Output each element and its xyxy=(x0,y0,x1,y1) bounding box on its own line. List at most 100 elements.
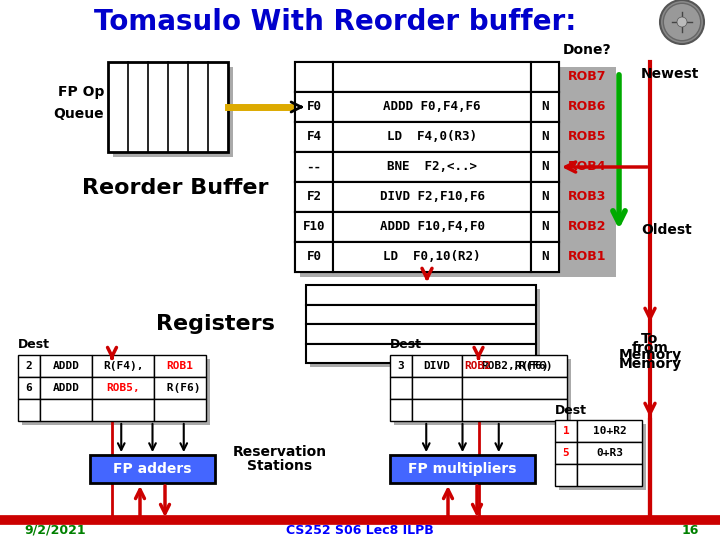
Bar xyxy=(18,355,40,377)
Bar xyxy=(22,359,210,425)
Text: ROB1: ROB1 xyxy=(166,361,194,371)
Text: Dest: Dest xyxy=(555,403,587,416)
Text: from
Memory: from Memory xyxy=(618,341,682,371)
Bar xyxy=(295,212,559,242)
Bar xyxy=(577,442,642,464)
Bar xyxy=(295,242,333,272)
Text: LD  F0,10(R2): LD F0,10(R2) xyxy=(383,251,481,264)
Text: N: N xyxy=(541,131,549,144)
Bar xyxy=(412,377,462,399)
Bar xyxy=(154,399,206,421)
Bar xyxy=(92,399,154,421)
Bar xyxy=(295,152,333,182)
Bar xyxy=(559,424,646,490)
Text: FP Op: FP Op xyxy=(58,85,104,99)
Circle shape xyxy=(663,3,701,40)
Bar xyxy=(40,377,92,399)
Text: Stations: Stations xyxy=(248,459,312,473)
Text: ,R(F6): ,R(F6) xyxy=(512,361,552,371)
Bar xyxy=(18,377,40,399)
Bar xyxy=(333,242,531,272)
Bar xyxy=(390,399,412,421)
Circle shape xyxy=(660,0,704,44)
Text: 2: 2 xyxy=(26,361,32,371)
Bar xyxy=(333,62,531,92)
Bar xyxy=(295,92,333,122)
Circle shape xyxy=(677,17,687,27)
Bar xyxy=(531,152,559,182)
Text: ROB3: ROB3 xyxy=(568,191,606,204)
Bar xyxy=(154,377,206,399)
Text: CS252 S06 Lec8 ILPB: CS252 S06 Lec8 ILPB xyxy=(286,523,434,537)
Text: 16: 16 xyxy=(681,523,698,537)
Bar xyxy=(462,355,567,377)
Text: --: -- xyxy=(307,160,322,173)
Text: F0: F0 xyxy=(307,251,322,264)
Bar xyxy=(333,152,531,182)
Text: N: N xyxy=(541,191,549,204)
Bar xyxy=(113,67,233,157)
Text: ADDD F10,F4,F0: ADDD F10,F4,F0 xyxy=(379,220,485,233)
Bar xyxy=(390,455,535,483)
Text: Queue: Queue xyxy=(53,107,104,121)
Bar xyxy=(531,92,559,122)
Bar xyxy=(300,67,616,277)
Bar xyxy=(306,324,536,343)
Text: ROB2: ROB2 xyxy=(464,361,492,371)
Bar xyxy=(462,377,567,399)
Bar xyxy=(531,242,559,272)
Text: N: N xyxy=(541,220,549,233)
Text: R(F6): R(F6) xyxy=(160,383,200,393)
Text: Dest: Dest xyxy=(18,339,50,352)
Text: R(F4),: R(F4), xyxy=(103,361,143,371)
Bar xyxy=(40,399,92,421)
Bar xyxy=(295,62,559,92)
Text: BNE  F2,<..>: BNE F2,<..> xyxy=(387,160,477,173)
Bar xyxy=(390,377,412,399)
Bar xyxy=(306,343,536,363)
Text: ADDD F0,F4,F6: ADDD F0,F4,F6 xyxy=(383,100,481,113)
Text: Reservation: Reservation xyxy=(233,445,327,459)
Bar xyxy=(40,355,92,377)
Bar xyxy=(154,355,206,377)
Bar xyxy=(531,212,559,242)
Text: ROB6: ROB6 xyxy=(568,100,606,113)
Bar xyxy=(310,289,540,367)
Text: Newest: Newest xyxy=(641,67,699,81)
Bar xyxy=(295,92,559,122)
Text: Reorder Buffer: Reorder Buffer xyxy=(82,178,269,198)
Text: F4: F4 xyxy=(307,131,322,144)
Bar xyxy=(92,355,154,377)
Bar xyxy=(108,62,228,152)
Bar xyxy=(394,359,571,425)
Bar xyxy=(333,212,531,242)
Text: Registers: Registers xyxy=(156,314,274,334)
Bar xyxy=(295,122,333,152)
Text: Done?: Done? xyxy=(563,43,611,57)
Bar xyxy=(333,182,531,212)
Text: 5: 5 xyxy=(562,448,570,458)
Text: ROB1: ROB1 xyxy=(568,251,606,264)
Text: Oldest: Oldest xyxy=(641,223,692,237)
Text: FP multipliers: FP multipliers xyxy=(408,462,517,476)
Bar xyxy=(412,355,462,377)
Text: ROB5,: ROB5, xyxy=(106,383,140,393)
Text: LD  F4,0(R3): LD F4,0(R3) xyxy=(387,131,477,144)
Bar xyxy=(577,420,642,442)
Bar xyxy=(555,420,577,442)
Text: 1: 1 xyxy=(562,426,570,436)
Bar xyxy=(18,399,40,421)
Bar xyxy=(577,464,642,486)
Bar xyxy=(462,399,567,421)
Bar xyxy=(295,62,333,92)
Text: 3: 3 xyxy=(397,361,405,371)
Text: FP adders: FP adders xyxy=(113,462,192,476)
Text: ADDD: ADDD xyxy=(53,361,79,371)
Text: ROB4: ROB4 xyxy=(568,160,606,173)
Bar xyxy=(295,182,333,212)
Text: ROB7: ROB7 xyxy=(568,71,606,84)
Text: To
Memory: To Memory xyxy=(618,332,682,362)
Text: 6: 6 xyxy=(26,383,32,393)
Bar xyxy=(390,355,412,377)
Text: DIVD F2,F10,F6: DIVD F2,F10,F6 xyxy=(379,191,485,204)
